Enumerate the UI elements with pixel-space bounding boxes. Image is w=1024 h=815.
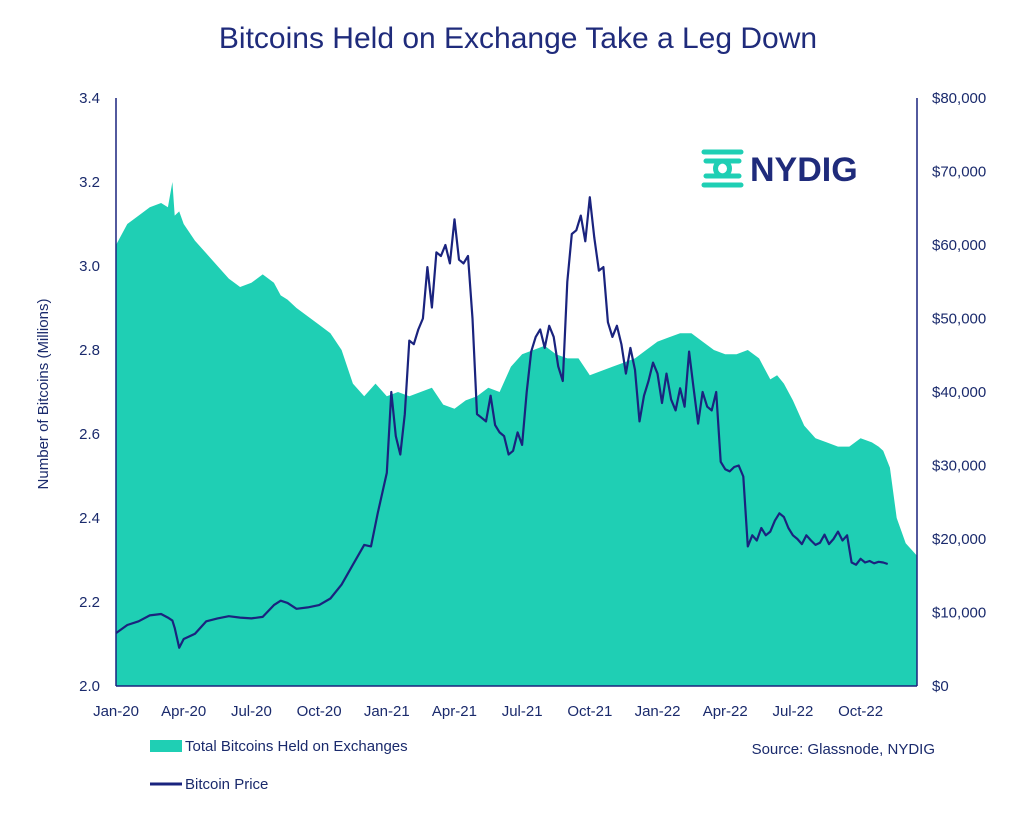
legend-line-label: Bitcoin Price [185,776,268,793]
legend: Total Bitcoins Held on Exchanges Bitcoin… [150,738,408,793]
x-tick-label: Jan-20 [93,703,139,720]
x-tick-label: Jan-21 [364,703,410,720]
y-right-tick-label: $30,000 [932,458,986,475]
y-left-tick-label: 2.2 [79,594,100,611]
x-tick-label: Oct-22 [838,703,883,720]
y-left-tick-label: 2.8 [79,342,100,359]
y-right-tick-label: $0 [932,678,949,695]
y-right-tick-label: $70,000 [932,164,986,181]
x-tick-label: Jul-20 [231,703,272,720]
y-right-tick-label: $50,000 [932,311,986,328]
source-note: Source: Glassnode, NYDIG [752,741,935,758]
y-left-tick-label: 3.0 [79,258,100,275]
x-tick-label: Jul-21 [502,703,543,720]
y-right-tick-label: $10,000 [932,605,986,622]
y-left-tick-label: 2.4 [79,510,100,527]
y-left-tick-label: 2.0 [79,678,100,695]
chart-title: Bitcoins Held on Exchange Take a Leg Dow… [219,22,817,55]
x-tick-label: Apr-21 [432,703,477,720]
x-tick-label: Apr-20 [161,703,206,720]
bitcoin-price-line [115,196,889,649]
y-axis-left-label: Number of Bitcoins (Millions) [35,299,52,490]
nydig-logo: NYDIG [701,149,858,189]
y-right-tick-label: $60,000 [932,237,986,254]
y-right-tick-label: $20,000 [932,531,986,548]
nydig-logo-mark [701,149,744,188]
legend-area-label: Total Bitcoins Held on Exchanges [185,738,408,755]
y-right-tick-label: $80,000 [932,90,986,107]
nydig-logo-text: NYDIG [750,151,858,189]
x-tick-label: Apr-22 [703,703,748,720]
y-right-tick-label: $40,000 [932,384,986,401]
x-tick-label: Oct-21 [567,703,612,720]
x-tick-label: Jul-22 [772,703,813,720]
y-left-tick-label: 2.6 [79,426,100,443]
legend-area-swatch [150,740,182,752]
line-layer [115,196,889,649]
y-left-tick-label: 3.2 [79,174,100,191]
x-tick-label: Oct-20 [297,703,342,720]
ticks-layer: 3.4 3.2 3.0 2.8 2.6 2.4 2.2 2.0 $80,000 $70,000 $6… [79,90,986,720]
y-left-tick-label: 3.4 [79,90,100,107]
axes-layer [115,98,918,687]
x-tick-label: Jan-22 [635,703,681,720]
